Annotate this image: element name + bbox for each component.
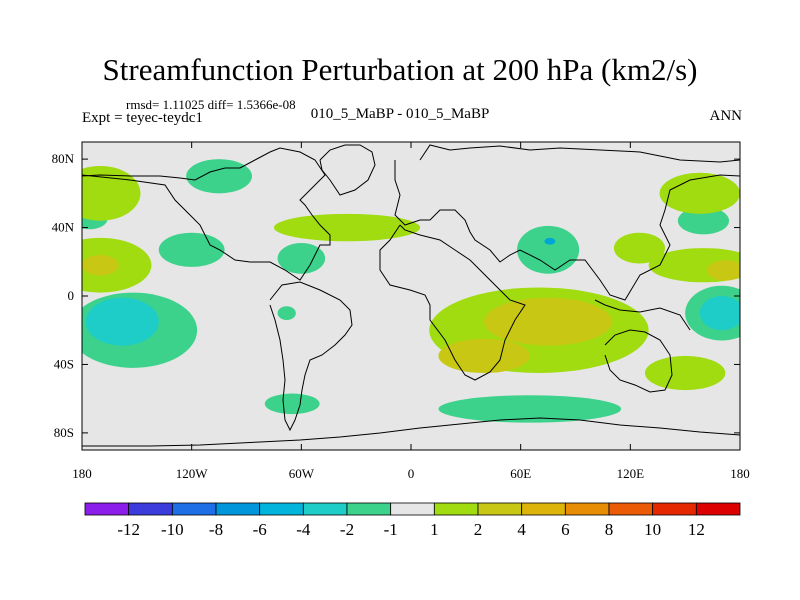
x-tick-label-6: 180	[730, 466, 750, 481]
x-tick-label-0: 180	[72, 466, 92, 481]
contour-region-23	[438, 338, 530, 373]
colorbar-box-7	[390, 502, 435, 516]
contour-region-1	[158, 232, 225, 267]
colorbar-label-5: -2	[340, 520, 354, 539]
case-label: 010_5_MaBP - 010_5_MaBP	[310, 106, 490, 122]
coastline-antarctica	[82, 417, 740, 447]
colorbar-box-10	[521, 502, 566, 516]
contour-region-19	[659, 172, 740, 214]
experiment-label: Expt = teyec-teydc1	[82, 110, 203, 126]
contour-region-3	[277, 306, 296, 320]
colorbar-label-12: 10	[644, 520, 661, 539]
stats-label: rmsd= 1.11025 diff= 1.5366e-08	[126, 97, 296, 112]
contour-region-18	[613, 232, 666, 264]
contour-region-8	[517, 225, 580, 274]
colorbar-box-3	[215, 502, 261, 516]
colorbar-label-7: 1	[430, 520, 439, 539]
colorbar-box-11	[564, 502, 610, 516]
colorbar-box-13	[652, 502, 697, 516]
coastline-south-america	[269, 281, 353, 432]
colorbar-label-9: 4	[517, 520, 526, 539]
colorbar-label-1: -10	[161, 520, 184, 539]
contour-region-4	[264, 393, 320, 415]
y-tick-label-1: 40N	[52, 220, 75, 235]
chart-title: Streamfunction Perturbation at 200 hPa (…	[102, 52, 698, 87]
y-tick-label-4: 80S	[54, 425, 74, 440]
x-tick-label-4: 60E	[510, 466, 531, 481]
colorbar-box-4	[259, 502, 304, 516]
contour-region-9	[677, 207, 730, 235]
plot-background	[82, 142, 740, 450]
contour-region-16	[273, 213, 421, 242]
colorbar-label-3: -6	[253, 520, 267, 539]
x-tick-label-1: 120W	[176, 466, 209, 481]
x-tick-label-5: 120E	[617, 466, 645, 481]
coastline-north-america	[82, 147, 331, 281]
contour-region-14	[82, 165, 141, 221]
colorbar-box-12	[608, 502, 654, 516]
colorbar: -12 -10 -8 -6 -4 -2 -1 1 2 4 6 8 10 12	[84, 502, 741, 539]
y-tick-label-0: 80N	[52, 151, 75, 166]
colorbar-label-11: 8	[605, 520, 614, 539]
coastlines	[82, 144, 740, 447]
contour-region-11	[85, 297, 159, 346]
colorbar-label-8: 2	[474, 520, 483, 539]
colorbar-label-0: -12	[117, 520, 140, 539]
colorbar-box-0	[84, 502, 130, 516]
contour-region-2	[277, 242, 326, 274]
contour-region-12	[699, 296, 740, 331]
coastline-greenland	[319, 144, 376, 196]
contour-region-10	[438, 395, 622, 423]
coastline-indonesia	[594, 299, 691, 331]
axes: 180 120W 60W 0 60E 120E 180 80N 40N 0 40S 80S	[52, 142, 750, 481]
y-tick-label-3: 40S	[54, 356, 74, 371]
colorbar-label-2: -8	[209, 520, 223, 539]
colorbar-box-5	[302, 502, 348, 516]
y-tick-label-2: 0	[68, 288, 75, 303]
contour-region-0	[186, 159, 252, 194]
colorbar-box-14	[695, 502, 741, 516]
colorbar-box-9	[477, 502, 523, 516]
colorbar-box-1	[128, 502, 173, 516]
colorbar-label-10: 6	[561, 520, 570, 539]
contour-region-25	[707, 260, 740, 281]
colorbar-box-6	[346, 502, 392, 516]
colorbar-label-13: 12	[688, 520, 705, 539]
x-tick-label-2: 60W	[289, 466, 315, 481]
coastline-africa	[379, 224, 526, 381]
colorbar-label-4: -4	[296, 520, 311, 539]
contour-region-20	[648, 248, 740, 283]
colorbar-box-2	[171, 502, 217, 516]
colorbar-label-6: -1	[384, 520, 398, 539]
contour-region-24	[82, 254, 119, 276]
contour-region-22	[484, 297, 613, 346]
coastline-australia	[604, 329, 673, 393]
x-tick-label-3: 0	[408, 466, 415, 481]
contour-region-21	[644, 355, 726, 391]
contour-region-13	[544, 237, 556, 245]
coastline-europe-asia	[394, 160, 740, 301]
contour-fills	[82, 159, 740, 423]
colorbar-box-8	[433, 502, 479, 516]
season-label: ANN	[709, 108, 743, 124]
coastline-north-asia	[419, 144, 740, 163]
